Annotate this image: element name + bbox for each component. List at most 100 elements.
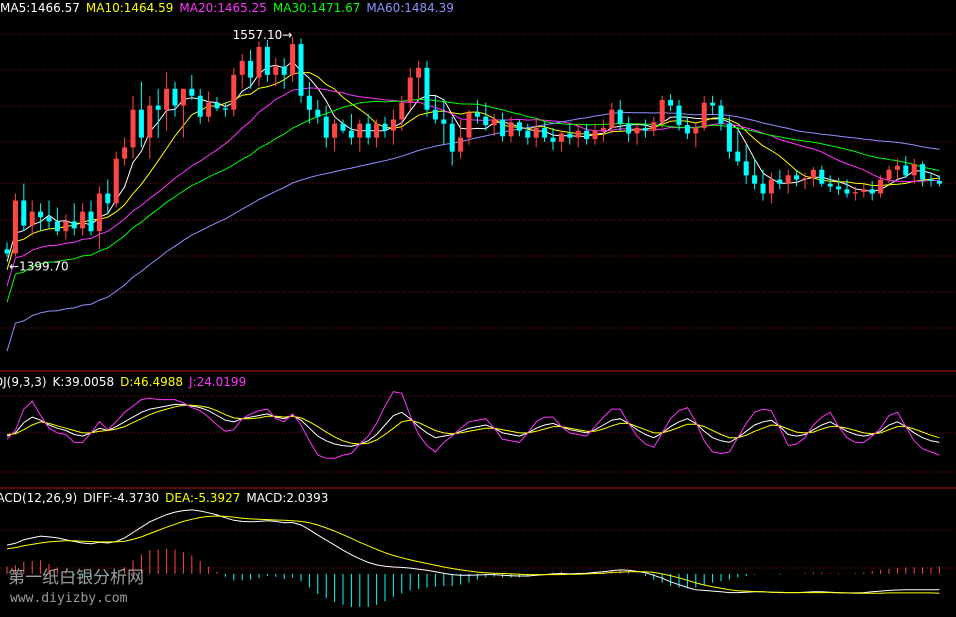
legend-title: MACD(12,26,9) — [0, 491, 77, 505]
candle-68 — [575, 123, 581, 148]
candle-101 — [852, 186, 858, 201]
candle-5 — [46, 200, 52, 229]
candle-4 — [38, 203, 44, 232]
candle-71 — [600, 119, 606, 142]
candle-98 — [827, 175, 833, 193]
candle-91 — [768, 172, 774, 204]
candle-111 — [936, 175, 942, 187]
candle-32 — [273, 58, 279, 86]
candle-46 — [390, 109, 396, 145]
candle-85 — [718, 99, 724, 131]
candle-69 — [584, 123, 590, 145]
ma10-line — [6, 72, 940, 270]
legend-j: J:24.0199 — [188, 375, 246, 389]
candle-61 — [516, 119, 522, 137]
candle-104 — [878, 175, 884, 198]
candle-75 — [634, 123, 640, 145]
candle-27 — [231, 67, 237, 117]
candle-39 — [332, 119, 338, 152]
candle-105 — [886, 165, 892, 184]
candle-30 — [256, 41, 262, 86]
candle-15 — [130, 95, 136, 159]
candle-57 — [483, 102, 489, 131]
candle-24 — [206, 91, 212, 123]
candle-44 — [374, 119, 380, 148]
candle-86 — [726, 116, 732, 159]
candle-88 — [743, 144, 749, 184]
candle-17 — [147, 95, 153, 159]
candle-11 — [96, 186, 102, 250]
kdj-d-line — [6, 404, 940, 445]
candle-73 — [617, 99, 623, 131]
candle-89 — [752, 158, 758, 190]
candle-66 — [558, 130, 564, 152]
candle-3 — [29, 200, 35, 236]
candle-37 — [315, 99, 321, 124]
macd-diff-line — [6, 509, 940, 594]
watermark-title: 第一纸白银分析网 — [8, 568, 144, 588]
candle-109 — [920, 161, 926, 187]
candle-107 — [903, 155, 909, 179]
candle-67 — [567, 123, 573, 145]
candle-79 — [668, 94, 674, 112]
candle-70 — [592, 123, 598, 145]
legend-diff: DIFF:-4.3730 — [83, 491, 159, 505]
candle-18 — [155, 88, 161, 138]
candle-23 — [197, 88, 203, 124]
candle-8 — [71, 203, 77, 236]
legend-ma5: MA5:1466.57 — [0, 1, 80, 15]
ma60-line — [6, 111, 940, 352]
max-price-label: 1557.10→ — [233, 28, 293, 42]
ma20-line — [6, 87, 940, 287]
candle-94 — [794, 169, 800, 187]
candle-12 — [105, 179, 111, 215]
legend-ma20: MA20:1465.25 — [179, 1, 267, 15]
min-price-label: ←1399.70 — [9, 260, 69, 274]
candle-20 — [172, 81, 178, 117]
candle-33 — [281, 58, 287, 89]
candle-29 — [248, 49, 254, 89]
candle-0 — [4, 242, 10, 257]
grid-lines — [0, 33, 956, 569]
candle-62 — [525, 123, 531, 145]
candle-55 — [466, 109, 472, 145]
candle-34 — [290, 36, 296, 82]
macd-histogram — [6, 548, 940, 607]
candle-65 — [550, 127, 556, 151]
legend-macd: MACD:2.0393 — [246, 491, 328, 505]
candle-92 — [777, 169, 783, 190]
candle-87 — [735, 130, 741, 166]
candle-28 — [239, 53, 245, 89]
macd-lines — [6, 509, 940, 594]
moving-average-lines — [6, 60, 940, 352]
candle-9 — [80, 203, 86, 236]
candle-31 — [264, 39, 270, 82]
candle-106 — [894, 158, 900, 180]
candle-2 — [21, 183, 27, 232]
candle-43 — [365, 113, 371, 145]
candle-50 — [424, 60, 430, 117]
candle-54 — [458, 119, 464, 159]
candle-99 — [836, 178, 842, 195]
candle-83 — [701, 95, 707, 131]
watermark-url: www.diyizby.com — [10, 591, 128, 606]
candle-84 — [710, 95, 716, 114]
candle-100 — [844, 179, 850, 198]
legend-dea: DEA:-5.3927 — [165, 491, 240, 505]
legend-d: D:46.4988 — [120, 375, 183, 389]
candlesticks — [4, 36, 942, 257]
kdj-k-line — [6, 403, 940, 447]
candle-74 — [626, 116, 632, 142]
candle-102 — [861, 183, 867, 198]
kdj-j-line — [6, 391, 940, 459]
candle-10 — [88, 200, 94, 236]
legend-ma30: MA30:1471.67 — [273, 1, 361, 15]
legend-ma60: MA60:1484.39 — [366, 1, 454, 15]
candle-25 — [214, 97, 220, 112]
candle-80 — [676, 99, 682, 131]
candle-90 — [760, 169, 766, 201]
candle-76 — [642, 119, 648, 138]
candle-72 — [609, 102, 615, 134]
candle-13 — [113, 151, 119, 208]
candle-59 — [500, 112, 506, 142]
